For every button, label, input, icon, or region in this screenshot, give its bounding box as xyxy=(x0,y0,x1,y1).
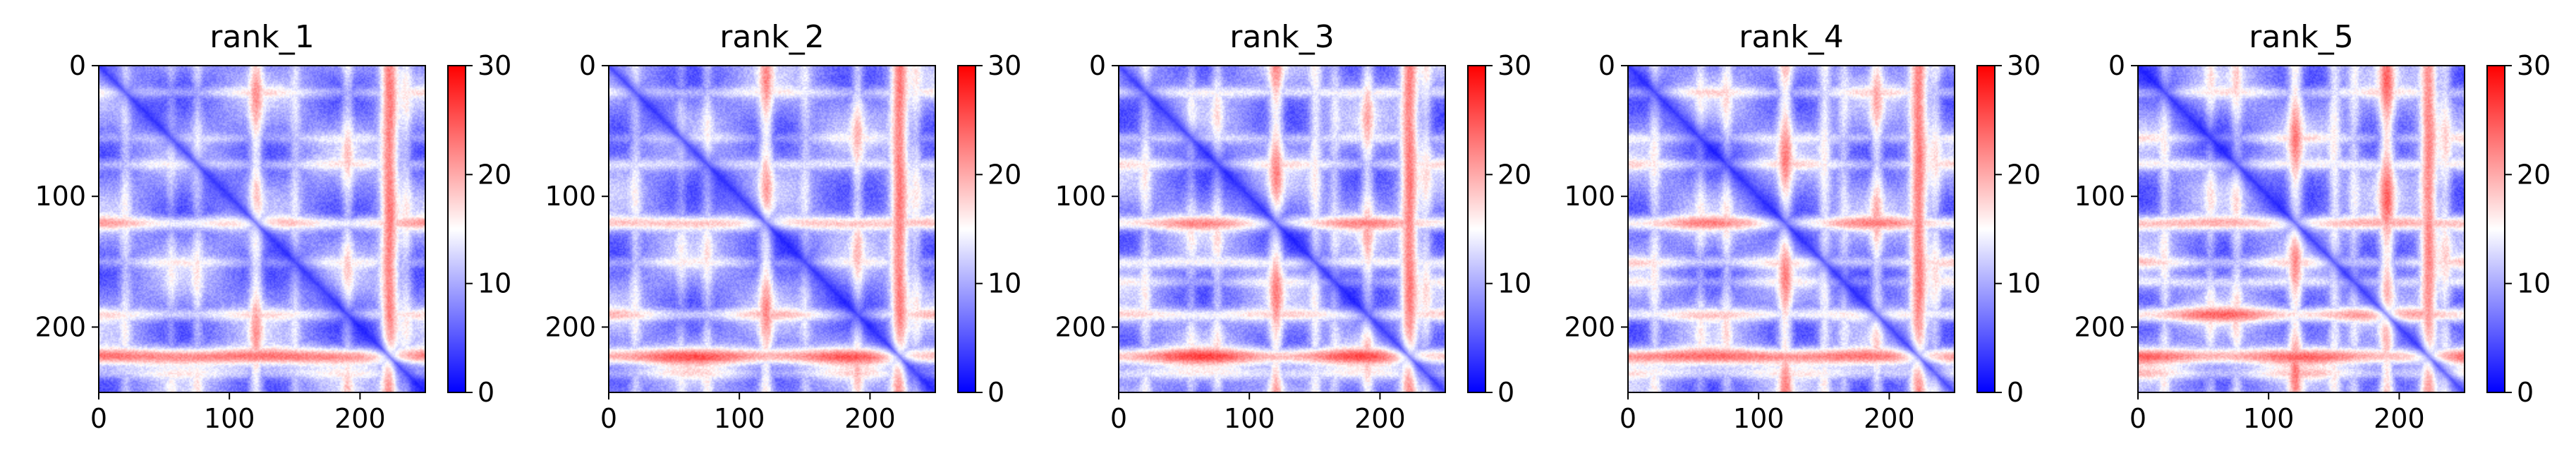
y-tick-label: 200 xyxy=(545,311,596,342)
x-tick-label: 0 xyxy=(1110,403,1127,434)
panel-title: rank_3 xyxy=(1229,19,1334,55)
x-tick-label: 0 xyxy=(2130,403,2146,434)
colorbar xyxy=(2486,65,2505,393)
x-tick-label: 100 xyxy=(204,403,255,434)
x-tick-label: 0 xyxy=(90,403,107,434)
colorbar-tick-label: 10 xyxy=(2517,268,2551,299)
x-tick-label: 200 xyxy=(844,403,896,434)
x-tick-label: 200 xyxy=(1864,403,1915,434)
colorbar-tick-label: 0 xyxy=(2517,377,2534,408)
x-tick-label: 200 xyxy=(1354,403,1406,434)
x-tick-label: 200 xyxy=(2374,403,2425,434)
colorbar-tick-label: 10 xyxy=(478,268,511,299)
y-tick-label: 200 xyxy=(35,311,86,342)
heatmap-panel-1: rank_1 0 100 200 0 100 200 0 10 20 30 xyxy=(35,19,511,434)
x-tick-label: 0 xyxy=(1620,403,1636,434)
panel-title: rank_4 xyxy=(1739,19,1843,55)
y-tick-label: 0 xyxy=(69,50,86,81)
y-tick-label: 0 xyxy=(1089,50,1106,81)
plot-frame xyxy=(2137,65,2465,393)
colorbar-tick-label: 30 xyxy=(988,50,1021,81)
colorbar-tick-label: 20 xyxy=(2007,159,2041,190)
colorbar xyxy=(447,65,466,393)
y-tick-label: 200 xyxy=(2074,311,2125,342)
plot-frame xyxy=(98,65,426,393)
colorbar xyxy=(957,65,976,393)
colorbar-tick-label: 30 xyxy=(2517,50,2551,81)
x-tick-label: 0 xyxy=(600,403,617,434)
colorbar xyxy=(1467,65,1486,393)
heatmap-panel-3: rank_3 0 100 200 0 100 200 0 10 20 30 xyxy=(1055,19,1531,434)
colorbar-tick-label: 20 xyxy=(1497,159,1531,190)
y-tick-label: 100 xyxy=(545,181,596,212)
colorbar-tick-label: 30 xyxy=(1497,50,1531,81)
colorbar-tick-label: 10 xyxy=(2007,268,2041,299)
plot-frame xyxy=(1118,65,1446,393)
colorbar-tick-label: 10 xyxy=(988,268,1021,299)
x-tick-label: 100 xyxy=(1224,403,1275,434)
y-tick-label: 100 xyxy=(1564,181,1615,212)
heatmap-image xyxy=(1628,66,1955,392)
colorbar xyxy=(1976,65,1995,393)
colorbar-tick-label: 30 xyxy=(478,50,511,81)
plot-frame xyxy=(1627,65,1955,393)
x-tick-label: 100 xyxy=(2243,403,2295,434)
colorbar-tick-label: 0 xyxy=(478,377,494,408)
colorbar-tick-label: 20 xyxy=(478,159,511,190)
y-tick-label: 100 xyxy=(1055,181,1106,212)
x-tick-label: 200 xyxy=(334,403,386,434)
panel-title: rank_5 xyxy=(2249,19,2353,55)
heatmap-image xyxy=(1119,66,1445,392)
y-tick-label: 100 xyxy=(35,181,86,212)
colorbar-tick-label: 20 xyxy=(2517,159,2551,190)
colorbar-tick-label: 30 xyxy=(2007,50,2041,81)
heatmap-image xyxy=(99,66,425,392)
colorbar-tick-label: 0 xyxy=(2007,377,2024,408)
colorbar-tick-label: 20 xyxy=(988,159,1021,190)
y-tick-label: 0 xyxy=(1598,50,1615,81)
colorbar-tick-label: 10 xyxy=(1497,268,1531,299)
colorbar-tick-label: 0 xyxy=(1497,377,1514,408)
y-tick-label: 200 xyxy=(1055,311,1106,342)
y-tick-label: 0 xyxy=(2108,50,2125,81)
heatmap-panel-2: rank_2 0 100 200 0 100 200 0 10 20 30 xyxy=(545,19,1021,434)
panel-title: rank_2 xyxy=(719,19,824,55)
colorbar-tick-label: 0 xyxy=(988,377,1004,408)
x-tick-label: 100 xyxy=(1733,403,1785,434)
heatmap-image xyxy=(2138,66,2465,392)
plot-frame xyxy=(608,65,936,393)
y-tick-label: 100 xyxy=(2074,181,2125,212)
heatmap-image xyxy=(609,66,935,392)
x-tick-label: 100 xyxy=(714,403,765,434)
heatmap-panel-4: rank_4 0 100 200 0 100 200 0 10 20 30 xyxy=(1564,19,2041,434)
y-tick-label: 0 xyxy=(579,50,596,81)
panel-title: rank_1 xyxy=(209,19,314,55)
heatmap-panel-5: rank_5 0 100 200 0 100 200 0 10 20 30 xyxy=(2074,19,2551,434)
y-tick-label: 200 xyxy=(1564,311,1615,342)
